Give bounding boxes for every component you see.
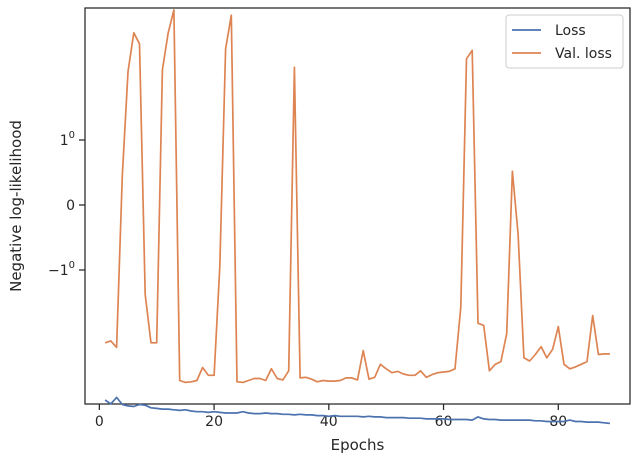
legend: Loss Val. loss [505,14,624,69]
y-tick-label: 10 [60,130,75,149]
series-line-loss [104,396,610,425]
y-axis-ticks: −10 0 10 [48,130,85,279]
series-line-val-loss [104,9,610,384]
x-tick-label: 20 [205,414,223,430]
series-layer [104,9,610,425]
x-axis-label: Epochs [331,436,385,454]
plot-frame [84,7,631,405]
y-tick-label: 0 [66,198,75,214]
x-tick-label: 60 [435,414,453,430]
legend-label-loss: Loss [555,23,586,39]
legend-box [505,14,624,69]
x-axis-ticks: 0 20 40 60 80 [95,404,567,430]
y-tick-label: −10 [48,260,75,279]
legend-label-val-loss: Val. loss [555,46,612,62]
y-axis-label: Negative log-likelihood [7,120,25,292]
x-tick-label: 40 [320,414,338,430]
x-tick-label: 0 [95,414,104,430]
